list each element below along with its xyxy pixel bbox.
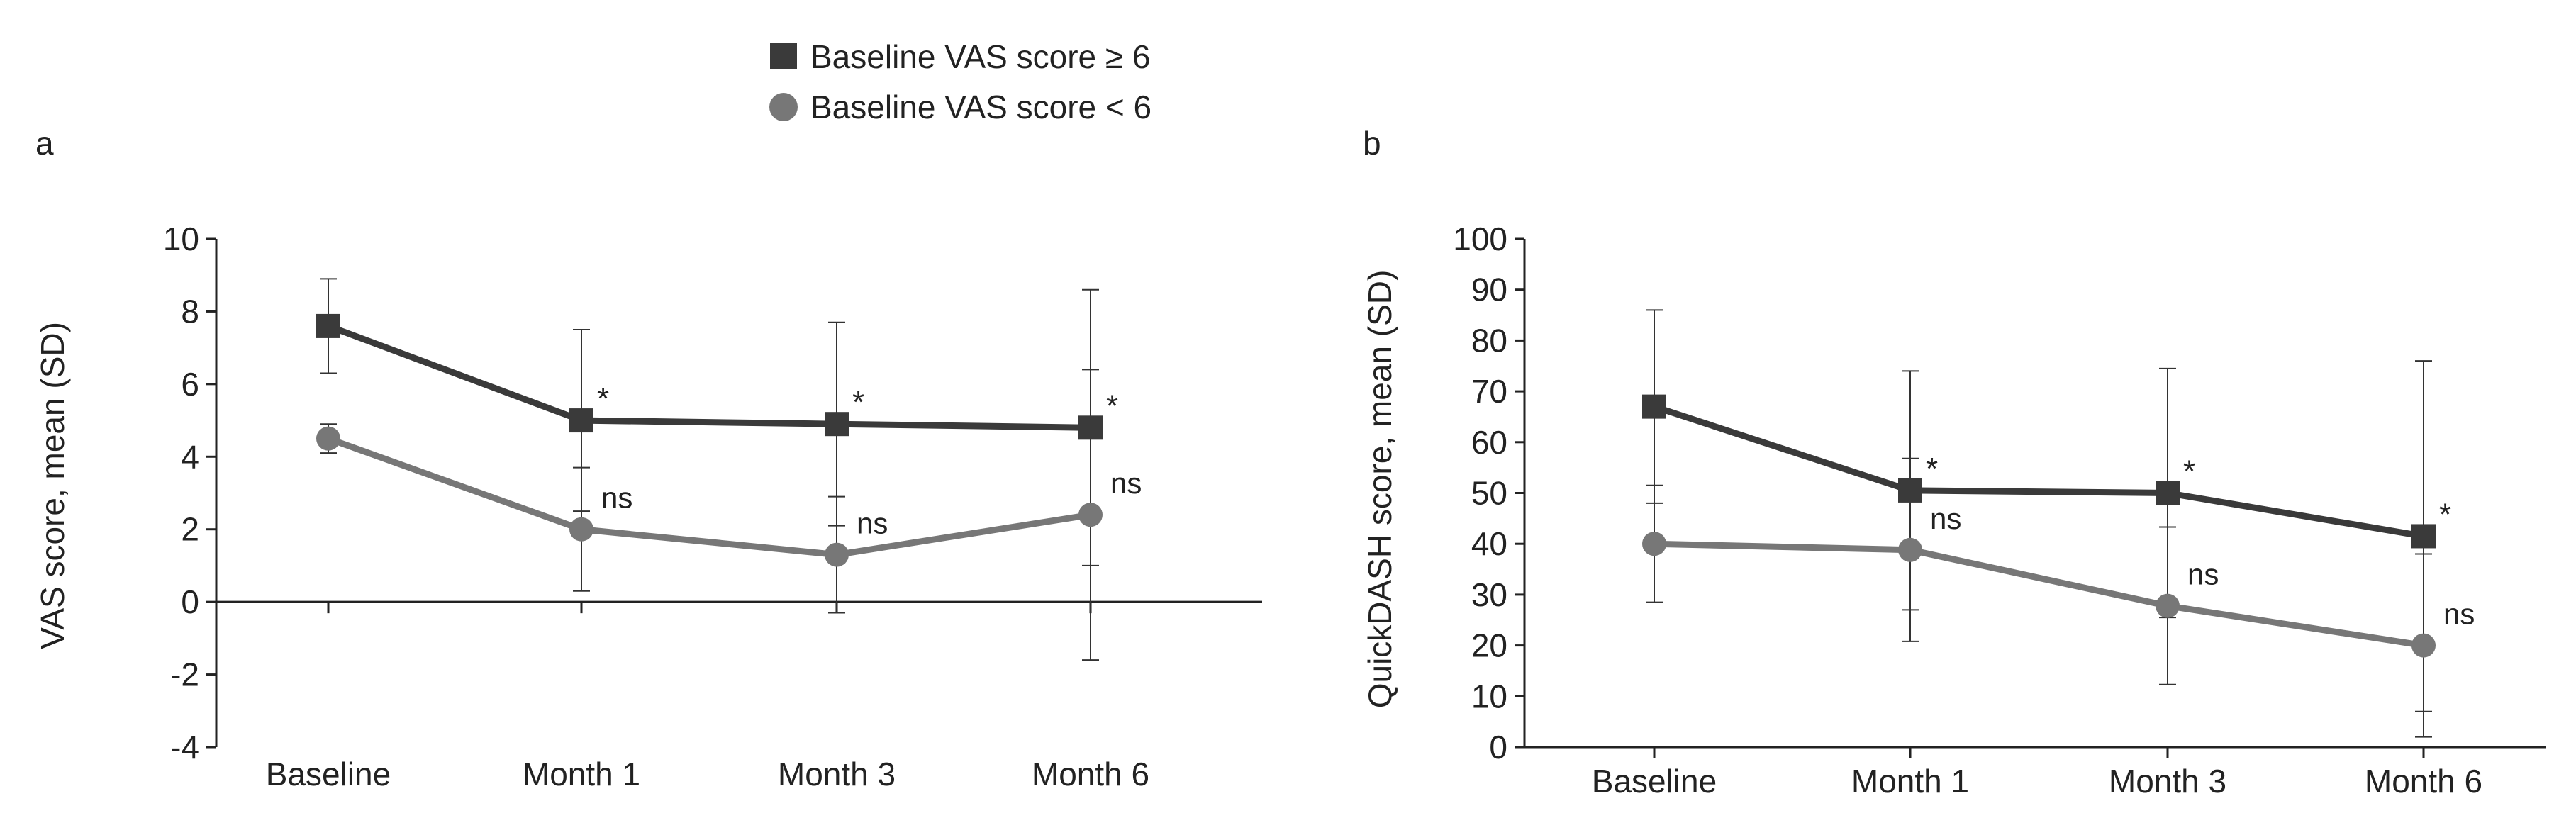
panel-b-high-series-line (1653, 403, 2424, 539)
panel-b-high-point (2411, 524, 2436, 549)
panel-b-y-tick-label: 80 (1471, 322, 1507, 359)
panel-b-y-tick-label: 20 (1471, 627, 1507, 664)
panel-a-y-axis-title: VAS score, mean (SD) (34, 322, 71, 649)
panel-a-high-point (825, 412, 849, 437)
panel-a-y-tick-label: 2 (181, 511, 199, 548)
panel-b-ns-label: ns (2443, 598, 2475, 631)
panel-a-significance-star: * (852, 385, 864, 420)
panel-a-significance-star: * (597, 381, 609, 416)
panel-b-x-tick-label: Baseline (1592, 763, 1717, 800)
panel-b-high-point (1898, 478, 1922, 503)
legend-low-label: Baseline VAS score < 6 (810, 89, 1152, 125)
panel-b-low-point (1642, 532, 1666, 556)
panel-a-y-tick-label: 0 (181, 583, 199, 620)
panel-b-plot: 0 10 20 30 40 50 60 70 80 90 100 Baseline Month 1 Mon… (1453, 220, 2546, 800)
panel-a-low-series-line (327, 435, 1091, 559)
legend-high-marker (770, 43, 797, 69)
panel-b-low-series-line (1654, 540, 2424, 649)
panel-a-x-tick-label: Month 1 (523, 756, 640, 792)
panel-a-low-point (316, 426, 340, 451)
panel-b-x-tick-label: Month 6 (2365, 763, 2482, 800)
panel-b-high-point (1642, 394, 1666, 419)
panel-a-y-tick-label: 8 (181, 293, 199, 330)
panel-b-ns-label: ns (1930, 502, 1961, 535)
panel-a-low-point (569, 517, 593, 542)
panel-a-y-tick-label: -2 (170, 656, 199, 693)
legend-low-marker (769, 93, 798, 121)
panel-a-ns-label: ns (1110, 466, 1142, 500)
panel-label-b: b (1363, 125, 1381, 162)
panel-b-low-point (1898, 537, 1922, 562)
panel-a-ns-label: ns (601, 481, 632, 515)
panel-b-y-tick-label: 90 (1471, 271, 1507, 308)
panel-a-y-tick-label: 6 (181, 366, 199, 403)
panel-b-y-tick-label: 0 (1489, 729, 1507, 766)
panel-b-y-tick-label: 60 (1471, 424, 1507, 461)
panel-b-significance-star: * (1926, 452, 1938, 486)
panel-b-ns-label: ns (2187, 558, 2219, 591)
panel-b-y-tick-label: 100 (1453, 220, 1507, 257)
panel-label-a: a (35, 125, 54, 162)
panel-a-x-tick-label: Month 3 (778, 756, 896, 792)
panel-a-x-tick-label: Baseline (266, 756, 391, 792)
panel-b-x-tick-label: Month 1 (1851, 763, 1969, 800)
panel-b-y-tick-label: 70 (1471, 373, 1507, 410)
panel-a-y-tick-label: 4 (181, 438, 199, 475)
panel-a-plot: -4 -2 0 2 4 6 8 10 Baseline Month 1 Month 3 Month 6… (163, 220, 1262, 792)
panel-b-significance-star: * (2439, 497, 2451, 532)
panel-b-high-point (2156, 481, 2180, 505)
panel-b-low-point (2411, 633, 2436, 658)
panel-b-y-tick-label: 30 (1471, 576, 1507, 613)
panel-a-y-tick-label: -4 (170, 729, 199, 766)
panel-a-low-point (1078, 503, 1103, 527)
panel-b-y-axis-title: QuickDASH score, mean (SD) (1361, 270, 1398, 709)
panel-a-high-point (569, 408, 593, 433)
panel-b-y-tick-label: 50 (1471, 475, 1507, 512)
legend-high-label: Baseline VAS score ≥ 6 (810, 38, 1151, 75)
panel-b-y-tick-label: 10 (1471, 678, 1507, 715)
panel-a-high-point (1078, 415, 1103, 440)
panel-a-high-point (316, 313, 340, 338)
panel-a-low-point (825, 542, 849, 567)
panel-a-high-series-line (327, 323, 1091, 431)
panel-a-ns-label: ns (857, 507, 888, 540)
panel-a-y-tick-label: 10 (163, 220, 199, 257)
panel-b-low-point (2156, 593, 2180, 618)
panel-b-y-tick-label: 40 (1471, 525, 1507, 562)
panel-b-significance-star: * (2183, 454, 2195, 489)
legend: Baseline VAS score ≥ 6 Baseline VAS scor… (769, 38, 1152, 125)
panel-a-significance-star: * (1106, 388, 1118, 423)
panel-a-x-tick-label: Month 6 (1032, 756, 1149, 792)
panel-b-x-tick-label: Month 3 (2109, 763, 2226, 800)
